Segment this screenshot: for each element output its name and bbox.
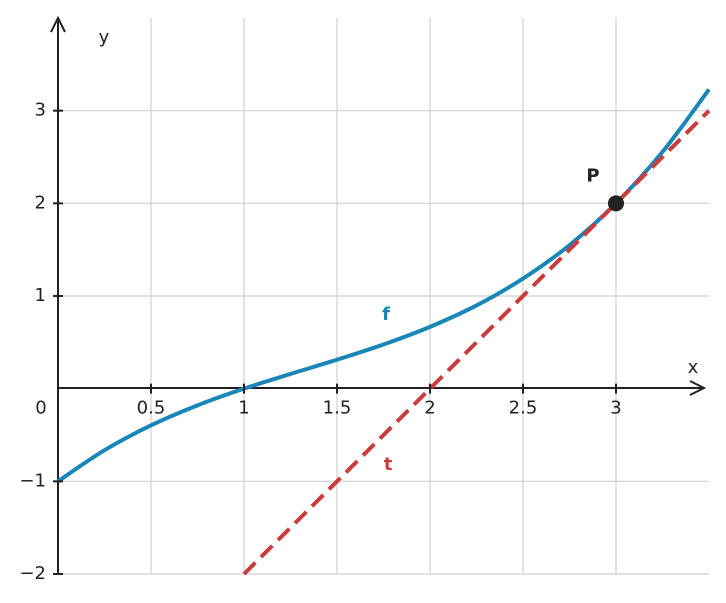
x-tick-label: 3 <box>610 398 621 419</box>
series-line <box>242 109 711 576</box>
y-tick-label: 1 <box>35 285 46 306</box>
point-label: P <box>586 165 599 186</box>
y-axis-arrow <box>50 15 66 33</box>
series-label: t <box>384 454 393 475</box>
x-axis-arrow <box>689 380 707 396</box>
series-line <box>56 88 711 483</box>
x-tick-label: 0.5 <box>137 398 166 419</box>
x-tick-label: 1 <box>238 398 249 419</box>
x-tick-label: 1.5 <box>323 398 352 419</box>
x-tick-label: 2 <box>424 398 435 419</box>
y-tick-label: −1 <box>19 470 46 491</box>
y-tick-label: 2 <box>35 192 46 213</box>
y-axis-label: y <box>99 27 110 48</box>
origin-label: 0 <box>35 398 46 419</box>
x-tick-label: 2.5 <box>509 398 538 419</box>
y-tick-label: −2 <box>19 563 46 584</box>
x-axis-label: x <box>688 357 699 378</box>
point <box>608 195 624 212</box>
y-tick-label: 3 <box>35 100 46 121</box>
series-label: f <box>382 304 390 325</box>
